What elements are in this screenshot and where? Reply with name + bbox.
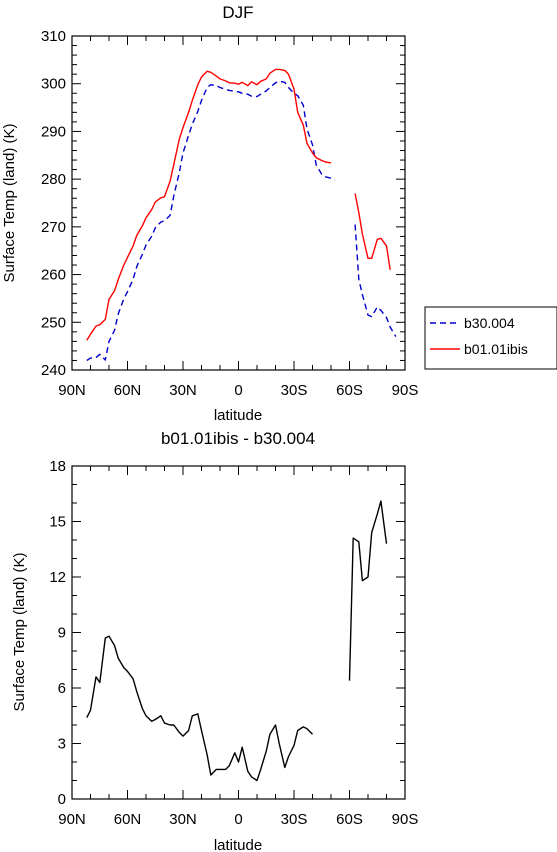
series-line-b01-01ibis [354,193,391,270]
series-line-difference [86,635,313,782]
legend: b30.004 b01.01ibis [424,306,557,370]
y-axis-label: Surface Temp (land) (K) [1,124,18,283]
x-tick-label: 30N [169,811,197,828]
x-tick-label: 60N [114,382,142,399]
x-axis-label: latitude [214,837,262,852]
y-tick-label: 260 [41,267,66,284]
y-tick-label: 6 [58,680,66,697]
plot-area: 90N 60N 30N 0 30S 60S 90S 0 3 6 9 12 15 18 [49,458,418,828]
legend-box [424,306,557,370]
y-tick-label: 18 [49,458,66,475]
series-line-b01-01ibis [86,68,332,341]
x-tick-label: 30S [281,811,308,828]
plot-frame [71,465,406,800]
x-tick-label: 60S [336,811,363,828]
y-tick-label: 310 [41,28,66,45]
y-tick-label: 300 [41,76,66,93]
y-tick-label: 240 [41,362,66,379]
x-axis-label: latitude [214,407,262,424]
x-tick-label: 90S [392,811,419,828]
y-axis-label: Surface Temp (land) (K) [11,553,28,712]
x-tick-label: 60N [114,811,142,828]
x-tick-label: 90N [58,811,86,828]
legend-label-b30: b30.004 [464,315,515,331]
series-line-b30-004 [354,224,397,337]
x-tick-label: 30N [169,382,197,399]
y-tick-label: 280 [41,171,66,188]
x-tick-label: 90S [392,382,419,399]
x-tick-label: 0 [234,382,242,399]
y-tick-label: 0 [58,791,66,808]
y-tick-label: 290 [41,123,66,140]
y-tick-label: 3 [58,736,66,753]
x-tick-label: 30S [281,382,308,399]
series-line-difference [348,500,388,681]
plot-area: 90N 60N 30N 0 30S 60S 90S 240 250 260 270 280 290 300… [41,28,418,399]
chart-title: b01.01ibis - b30.004 [161,429,315,448]
y-tick-label: 250 [41,314,66,331]
legend-label-ibis: b01.01ibis [464,341,528,357]
y-tick-label: 15 [49,514,66,531]
plot-frame [71,35,406,371]
bottom-panel: b01.01ibis - b30.004 90N 60N 30N 0 30S 60S 90S… [11,429,418,852]
x-tick-label: 0 [234,811,242,828]
y-tick-label: 12 [49,569,66,586]
x-tick-label: 60S [336,382,363,399]
y-tick-label: 270 [41,219,66,236]
chart-title: DJF [222,3,253,22]
y-tick-label: 9 [58,625,66,642]
series-line-b30-004 [86,80,336,362]
top-panel: DJF 90N 60N 30N 0 30S 60S 90S 240 250 260 270 280 29… [1,3,557,424]
x-tick-label: 90N [58,382,86,399]
